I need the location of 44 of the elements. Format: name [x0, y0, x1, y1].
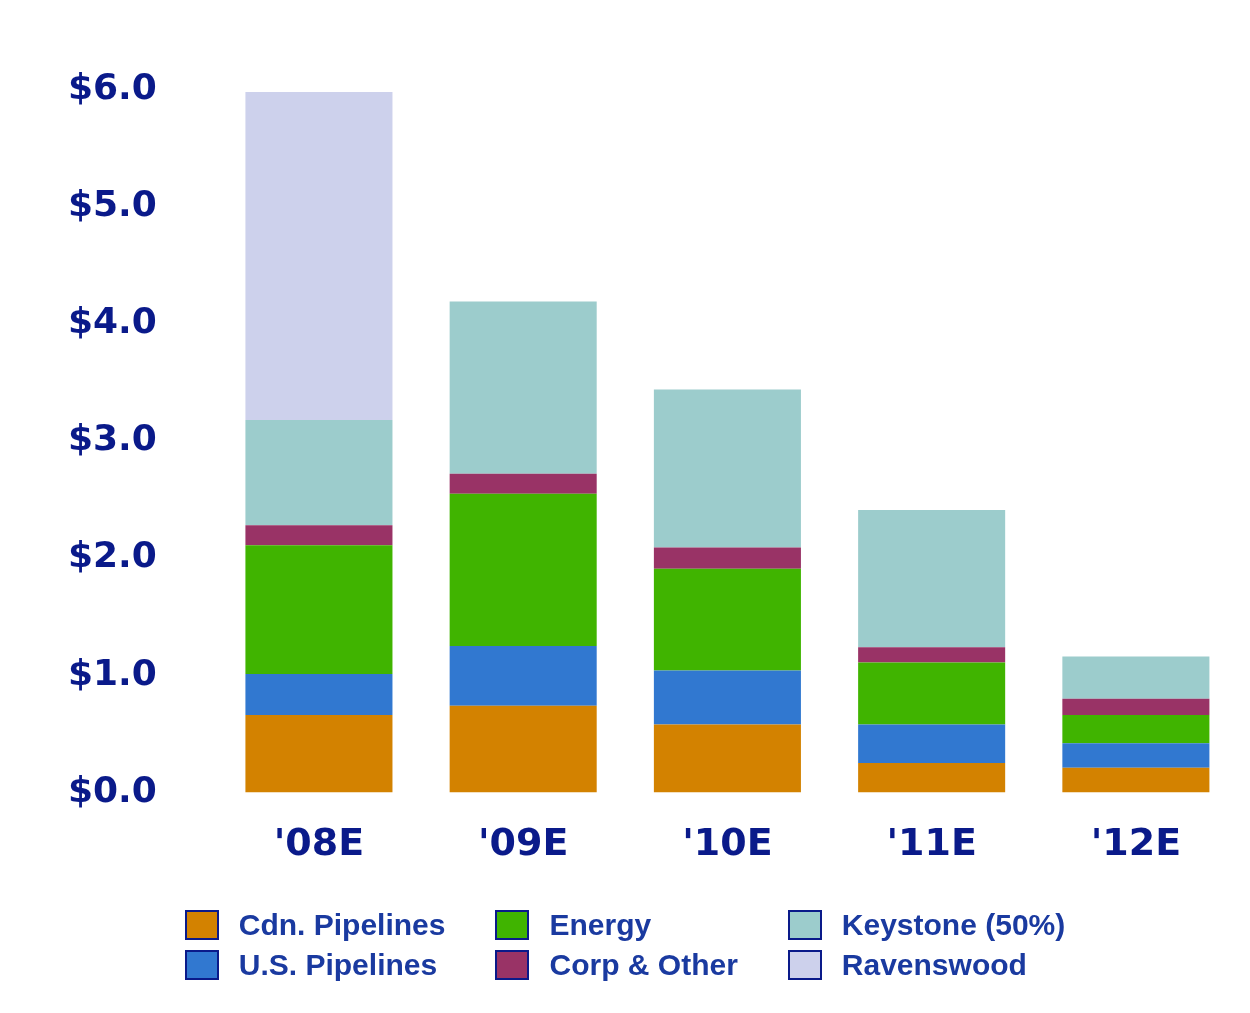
- bar: [449, 645, 597, 706]
- y-tick-label: $2.0: [67, 534, 157, 576]
- legend-label: Cdn. Pipelines: [238, 908, 446, 942]
- bar: [858, 763, 1006, 793]
- bar: [858, 647, 1006, 663]
- bar: [1062, 656, 1210, 699]
- x-tick-label: '12E: [1090, 820, 1182, 865]
- bar: [449, 493, 597, 646]
- legend-label: Energy: [549, 908, 652, 942]
- x-tick-label: '11E: [886, 820, 977, 865]
- x-tick-label: '08E: [273, 820, 365, 865]
- legend-label: Keystone (50%): [841, 908, 1066, 942]
- bar: [449, 705, 597, 793]
- x-tick-label: '10E: [682, 820, 773, 865]
- bar: [1062, 715, 1210, 744]
- bar: [858, 724, 1006, 764]
- bar: [245, 715, 393, 793]
- bar: [245, 525, 393, 546]
- y-tick-label: $6.0: [67, 65, 157, 107]
- bar: [653, 547, 801, 569]
- legend-label: Corp & Other: [549, 948, 738, 982]
- y-tick-label: $0.0: [67, 768, 157, 810]
- y-tick-label: $3.0: [67, 417, 157, 459]
- bar: [245, 674, 393, 716]
- x-tick-label: '09E: [477, 820, 569, 865]
- bar: [653, 568, 801, 671]
- bar: [245, 545, 393, 675]
- bar: [653, 670, 801, 725]
- bar: [245, 419, 393, 526]
- legend-label: U.S. Pipelines: [238, 948, 438, 982]
- bar: [449, 473, 597, 494]
- bar: [1062, 698, 1210, 716]
- bar: [858, 662, 1006, 725]
- bar: [1062, 767, 1210, 793]
- y-tick-label: $5.0: [67, 183, 157, 225]
- bar: [245, 91, 393, 420]
- bar: [449, 301, 597, 474]
- y-tick-label: $4.0: [67, 300, 157, 342]
- bar: [653, 724, 801, 793]
- bar: [1062, 743, 1210, 768]
- bar: [653, 389, 801, 548]
- bar: [858, 510, 1006, 648]
- legend-label: Ravenswood: [841, 948, 1027, 982]
- y-tick-label: $1.0: [67, 651, 157, 693]
